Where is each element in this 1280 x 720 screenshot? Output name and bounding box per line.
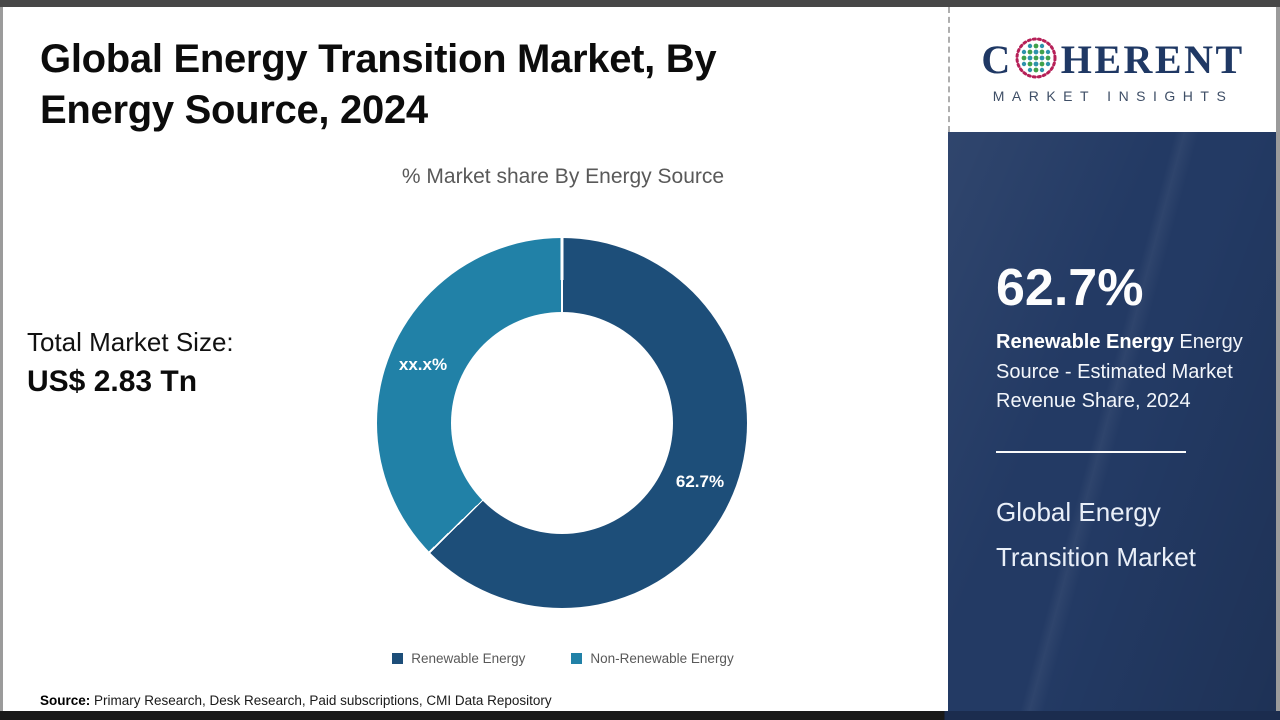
panel-report-title: Global Energy Transition Market	[996, 497, 1196, 572]
page-title: Global Energy Transition Market, By Ener…	[40, 37, 717, 132]
slice-label-renewable: 62.7%	[675, 472, 725, 491]
legend-label-non-renewable: Non-Renewable Energy	[590, 651, 734, 666]
highlight-stat-segment: Renewable Energy	[996, 331, 1174, 353]
frame-left-border	[0, 7, 3, 711]
frame-top-bar	[0, 0, 1280, 7]
donut-hole	[451, 312, 673, 534]
frame-bottom-bar	[0, 711, 1280, 720]
total-market-size-value: US$ 2.83 Tn	[27, 365, 198, 398]
legend-swatch-non-renewable	[571, 653, 583, 664]
panel-divider	[996, 451, 1186, 453]
logo-letter-c: C	[981, 36, 1013, 82]
donut-chart: 62.7% xx.x%	[377, 238, 747, 608]
highlight-stat-description: Renewable Energy Energy Source - Estimat…	[996, 328, 1268, 417]
legend-item-renewable: Renewable Energy	[392, 651, 525, 666]
legend-swatch-renewable	[392, 653, 404, 664]
total-market-size-label: Total Market Size:	[27, 327, 234, 357]
globe-icon	[1015, 37, 1057, 79]
logo-subtitle: MARKET INSIGHTS	[992, 87, 1234, 104]
main-content-area: Global Energy Transition Market, By Ener…	[3, 7, 948, 711]
legend-item-non-renewable: Non-Renewable Energy	[571, 651, 734, 666]
legend-label-renewable: Renewable Energy	[411, 651, 526, 666]
sidebar-panel: 62.7% Renewable Energy Energy Source - E…	[948, 132, 1276, 711]
sidebar: C HERENT MARKET INSIGHT	[948, 7, 1276, 711]
source-text: Primary Research, Desk Research, Paid su…	[90, 693, 552, 708]
chart-legend: Renewable Energy Non-Renewable Energy	[163, 651, 963, 666]
company-logo: C HERENT MARKET INSIGHT	[948, 7, 1276, 132]
slice-label-non-renewable: xx.x%	[398, 355, 448, 374]
highlight-stat-value: 62.7%	[996, 259, 1144, 317]
logo-wordmark: C HERENT	[981, 36, 1244, 83]
source-label: Source:	[40, 693, 91, 708]
source-note: Source: Primary Research, Desk Research,…	[40, 693, 552, 708]
highlight-stat-text: Energy Source - Estimated Market Revenue…	[996, 331, 1243, 412]
chart-title: % Market share By Energy Source	[401, 165, 725, 188]
total-market-size-block: Total Market Size: US$ 2.83 Tn	[27, 327, 234, 399]
frame-right-border	[1276, 7, 1280, 711]
logo-letters-rest: HERENT	[1060, 36, 1245, 82]
